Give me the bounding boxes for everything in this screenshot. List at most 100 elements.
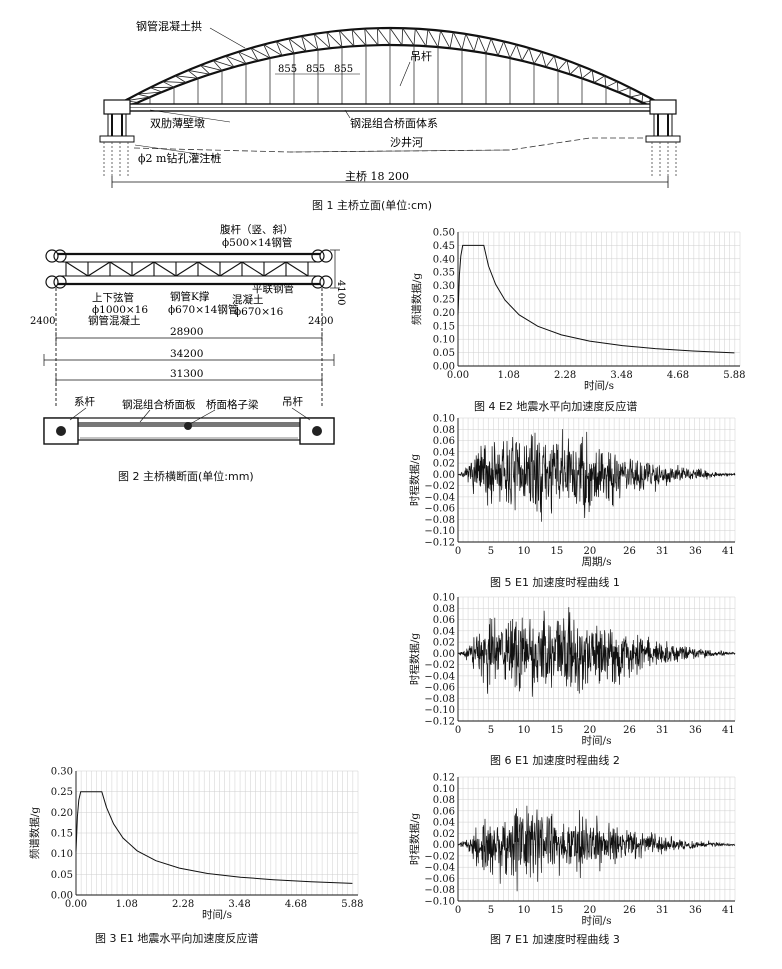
y-tick-label: 0.06 [433, 436, 455, 447]
label-chord-size: ϕ1000×16 [92, 304, 148, 316]
y-axis-label: 频谱数据/g [410, 273, 423, 326]
x-axis-label: 时间/s [582, 914, 612, 927]
x-tick-label: 0.00 [65, 899, 87, 910]
y-tick-label: −0.04 [424, 671, 455, 682]
label-grid-beam: 桥面格子梁 [206, 398, 259, 411]
label-kbrace: 钢管K撑 [170, 290, 210, 303]
label-height: 4100 [335, 280, 346, 305]
label-side-right: 2400 [308, 316, 333, 327]
x-tick-label: 5 [488, 905, 494, 916]
y-tick-label: −0.02 [424, 660, 455, 671]
x-tick-label: 0.00 [447, 370, 469, 381]
label-web: 腹杆（竖、斜） [220, 223, 294, 236]
label-w3: 31300 [170, 368, 203, 380]
figure-3-caption: 图 3 E1 地震水平向加速度反应谱 [95, 932, 259, 945]
y-tick-label: 0.15 [51, 829, 73, 840]
label-spacing-2: 855 [306, 64, 325, 75]
x-axis-label: 周期/s [582, 556, 612, 568]
y-tick-label: 0.30 [433, 281, 455, 292]
x-tick-label: 15 [551, 725, 564, 736]
label-pier: 双肋薄壁墩 [150, 116, 205, 130]
y-tick-label: 0.08 [433, 795, 455, 806]
y-tick-label: −0.04 [424, 492, 455, 503]
figure-7-chart: −0.10 −0.08 −0.06 −0.04 −0.02 0.00 0.02 0.04 0.0… [408, 771, 745, 931]
label-side-left: 2400 [30, 316, 55, 327]
series-line [457, 805, 736, 892]
x-tick-label: 41 [722, 546, 735, 557]
label-web-size: ϕ500×14钢管 [222, 236, 292, 249]
y-tick-label: 0.35 [433, 268, 455, 279]
x-tick-label: 41 [722, 725, 735, 736]
figure-4-chart: 0.00 0.05 0.10 0.15 0.20 0.25 0.30 0.35 0.40 0.45… [410, 226, 745, 394]
y-axis-label: 时程数据/g [408, 454, 421, 507]
label-span: 主桥 18 200 [345, 170, 409, 183]
y-tick-label: 0.00 [433, 840, 455, 851]
series-line [75, 791, 353, 884]
label-w1: 28900 [170, 326, 203, 338]
label-tie: 系杆 [74, 395, 95, 408]
x-tick-label: 5.88 [341, 899, 363, 910]
figure-2: 4100 腹杆（竖、斜） ϕ500×14钢管 上下弦管 ϕ1000×16 钢管混… [30, 220, 360, 465]
x-axis-label: 时间/s [584, 379, 614, 392]
y-tick-label: 0.02 [433, 829, 455, 840]
label-arch: 钢管混凝土拱 [136, 19, 202, 33]
label-river: 沙井河 [390, 135, 423, 149]
x-tick-label: 36 [689, 546, 702, 557]
x-axis-label: 时间/s [202, 908, 232, 921]
x-tick-label: 1.08 [498, 370, 520, 381]
figure-1: 钢管混凝土拱 吊杆 855 855 855 双肋薄壁墩 钢混组合桥面体系 沙井河… [90, 0, 690, 195]
x-tick-label: 20 [584, 905, 597, 916]
label-pile: ϕ2 m钻孔灌注桩 [138, 151, 221, 165]
y-tick-label: 0.00 [433, 470, 455, 481]
y-tick-label: 0.30 [51, 767, 73, 778]
label-spacing-1: 855 [278, 64, 297, 75]
label-kbrace-size: ϕ670×14钢管 [168, 303, 238, 316]
figure-5-chart: −0.12 −0.10 −0.08 −0.06 −0.04 −0.02 0.00 0.02 0.… [408, 412, 745, 572]
x-tick-label: 31 [656, 905, 669, 916]
bridge-elevation-drawing: 钢管混凝土拱 吊杆 855 855 855 双肋薄壁墩 钢混组合桥面体系 沙井河… [99, 19, 681, 188]
grid [457, 231, 741, 367]
label-hanger-2: 吊杆 [282, 395, 303, 408]
y-tick-label: 0.06 [433, 615, 455, 626]
x-tick-label: 4.68 [667, 370, 689, 381]
x-tick-label: 20 [584, 546, 597, 557]
y-tick-label: 0.10 [433, 593, 455, 604]
x-tick-label: 4.68 [285, 899, 307, 910]
x-tick-label: 20 [584, 725, 597, 736]
y-tick-label: 0.10 [51, 849, 73, 860]
label-chord: 上下弦管 [92, 291, 134, 304]
y-tick-label: 0.10 [433, 414, 455, 425]
y-tick-label: 0.20 [51, 808, 73, 819]
figure-4-caption: 图 4 E2 地震水平向加速度反应谱 [474, 400, 638, 413]
fig7-svg: −0.10−0.08−0.06−0.04−0.020.000.020.040.0… [408, 773, 736, 927]
x-tick-label: 31 [656, 546, 669, 557]
y-tick-label: 0.08 [433, 425, 455, 436]
y-tick-label: −0.08 [424, 694, 455, 705]
y-tick-label: −0.10 [424, 526, 455, 537]
y-tick-label: 0.10 [433, 335, 455, 346]
fig3-svg: 0.00 0.05 0.10 0.15 0.20 0.25 0.30 0.00 1.08 2.28… [28, 767, 363, 922]
figure-5-caption: 图 5 E1 加速度时程曲线 1 [490, 576, 620, 589]
y-tick-label: 0.25 [51, 787, 73, 798]
y-tick-label: 0.20 [433, 308, 455, 319]
x-tick-label: 15 [551, 905, 564, 916]
series-line [457, 429, 736, 522]
figure-7-caption: 图 7 E1 加速度时程曲线 3 [490, 933, 620, 946]
y-tick-label: 0.04 [433, 818, 455, 829]
y-tick-label: −0.12 [424, 717, 455, 728]
x-tick-label: 31 [656, 725, 669, 736]
x-axis-label: 时间/s [582, 734, 612, 747]
y-axis-label: 频谱数据/g [28, 807, 41, 860]
figure-6-chart: −0.12 −0.10 −0.08 −0.06 −0.04 −0.02 0.00 0.02 0.… [408, 591, 745, 751]
y-tick-label: 0.08 [433, 604, 455, 615]
y-tick-label: 0.04 [433, 626, 455, 637]
x-tick-label: 36 [689, 905, 702, 916]
x-tick-label: 36 [689, 725, 702, 736]
fig6-svg: −0.12−0.10−0.08−0.06−0.04−0.020.000.020.… [408, 593, 736, 747]
label-slab: 钢混组合桥面板 [122, 398, 196, 411]
label-lateral: 平联钢管 [252, 282, 294, 295]
label-lateral-fill: 混凝土 [232, 293, 264, 306]
y-tick-label: −0.04 [424, 863, 455, 874]
y-tick-label: 0.00 [433, 649, 455, 660]
x-tick-label: 10 [518, 905, 531, 916]
